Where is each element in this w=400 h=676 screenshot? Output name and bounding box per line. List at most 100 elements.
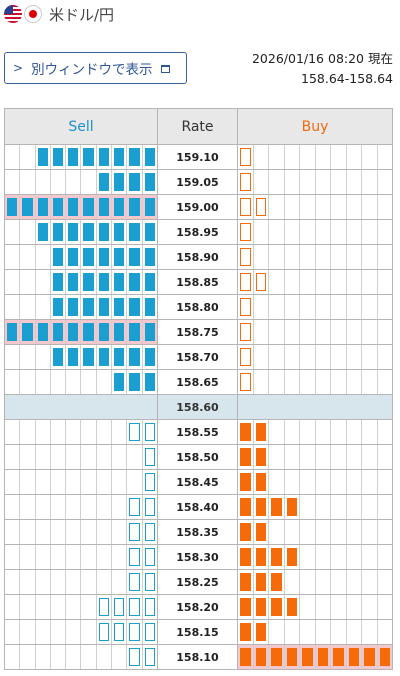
sell-order-block xyxy=(129,523,140,541)
buy-order-block xyxy=(240,648,251,666)
buy-depth-cell xyxy=(283,145,300,169)
rate-value: 158.10 xyxy=(157,644,238,670)
sell-order-block xyxy=(83,248,94,266)
sell-depth-grid xyxy=(5,495,157,519)
buy-depth-cell xyxy=(238,470,253,494)
buy-depth-cell xyxy=(314,645,330,669)
buy-order-block xyxy=(255,198,266,216)
buy-order-block xyxy=(271,548,282,566)
sell-order-block xyxy=(114,273,125,291)
sell-depth-cell xyxy=(34,420,50,444)
table-row: 158.35 xyxy=(4,519,393,545)
buy-order-block xyxy=(240,623,251,641)
sell-depth-cell xyxy=(141,170,157,194)
sell-depth-cell xyxy=(80,295,95,319)
sell-cell xyxy=(4,444,158,470)
sell-depth-cell xyxy=(126,445,141,469)
sell-depth-cell xyxy=(111,495,126,519)
buy-depth-cell xyxy=(268,470,284,494)
buy-order-block xyxy=(271,498,282,516)
table-row: 158.75 xyxy=(4,319,393,345)
buy-cell xyxy=(237,394,393,420)
sell-order-block xyxy=(129,323,140,341)
sell-order-block xyxy=(129,373,140,391)
buy-depth-grid xyxy=(238,220,392,244)
current-rate-row: 158.60 xyxy=(4,394,393,420)
sell-depth-cell xyxy=(49,270,65,294)
buy-order-block xyxy=(240,223,251,241)
sell-depth-cell xyxy=(19,220,34,244)
buy-depth-grid xyxy=(238,520,392,544)
buy-depth-cell xyxy=(268,220,284,244)
buy-depth-cell xyxy=(361,495,377,519)
buy-depth-grid xyxy=(238,270,392,294)
sell-depth-cell xyxy=(5,295,19,319)
sell-order-block xyxy=(114,248,125,266)
sell-depth-cell xyxy=(19,520,34,544)
sell-order-block xyxy=(129,248,140,266)
buy-depth-cell xyxy=(376,370,393,394)
buy-depth-cell xyxy=(345,470,362,494)
sell-order-block xyxy=(144,448,155,466)
buy-depth-cell xyxy=(299,270,315,294)
buy-header: Buy xyxy=(237,108,393,145)
sell-order-block xyxy=(144,348,155,366)
sell-depth-cell xyxy=(126,370,141,394)
sell-depth-cell xyxy=(126,595,141,619)
buy-depth-cell xyxy=(376,470,393,494)
sell-depth-cell xyxy=(95,570,111,594)
sell-depth-cell xyxy=(34,220,50,244)
buy-depth-cell xyxy=(283,645,299,669)
table-row: 158.20 xyxy=(4,594,393,620)
buy-depth-grid xyxy=(238,345,392,369)
buy-depth-cell xyxy=(252,520,269,544)
sell-depth-cell xyxy=(19,420,34,444)
buy-depth-cell xyxy=(345,195,362,219)
sell-order-block xyxy=(144,373,155,391)
buy-depth-cell xyxy=(330,270,346,294)
sell-depth-grid xyxy=(5,445,157,469)
sell-order-block xyxy=(144,148,155,166)
buy-depth-cell xyxy=(299,245,315,269)
buy-depth-cell xyxy=(314,245,331,269)
order-book-rows: 159.10 159.05 159.00 158.95 158.90 158.85 158.… xyxy=(4,144,393,670)
sell-depth-cell xyxy=(65,220,80,244)
sell-depth-cell xyxy=(65,170,80,194)
sell-depth-cell xyxy=(80,245,95,269)
sell-order-block xyxy=(144,523,155,541)
sell-depth-cell xyxy=(5,445,19,469)
rate-header: Rate xyxy=(157,108,238,145)
sell-depth-cell xyxy=(5,570,19,594)
rate-value: 158.75 xyxy=(157,319,238,345)
buy-depth-cell xyxy=(268,345,284,369)
buy-depth-cell xyxy=(330,645,346,669)
buy-depth-grid xyxy=(238,320,392,344)
buy-depth-cell xyxy=(252,345,269,369)
sell-depth-cell xyxy=(111,295,126,319)
sell-order-block xyxy=(83,348,94,366)
buy-depth-cell xyxy=(345,245,362,269)
buy-depth-cell xyxy=(361,295,377,319)
new-window-icon xyxy=(160,65,170,73)
sell-depth-cell xyxy=(95,295,111,319)
sell-order-block xyxy=(68,148,79,166)
table-row: 158.10 xyxy=(4,644,393,670)
buy-depth-cell xyxy=(299,570,315,594)
sell-order-block xyxy=(98,348,110,366)
sell-depth-cell xyxy=(65,270,80,294)
open-new-window-button[interactable]: > 別ウィンドウで表示 xyxy=(4,52,187,84)
buy-order-block xyxy=(240,373,251,391)
sell-depth-cell xyxy=(95,620,111,644)
buy-depth-cell xyxy=(283,470,300,494)
sell-order-block xyxy=(68,198,79,216)
buy-cell xyxy=(237,194,393,220)
buy-depth-cell xyxy=(299,445,315,469)
table-row: 158.80 xyxy=(4,294,393,320)
buy-depth-cell xyxy=(238,520,253,544)
sell-depth-cell xyxy=(141,620,157,644)
buy-depth-cell xyxy=(314,545,331,569)
sell-depth-cell xyxy=(95,445,111,469)
sell-order-block xyxy=(7,198,18,216)
sell-depth-cell xyxy=(95,170,111,194)
sell-depth-cell xyxy=(19,570,34,594)
